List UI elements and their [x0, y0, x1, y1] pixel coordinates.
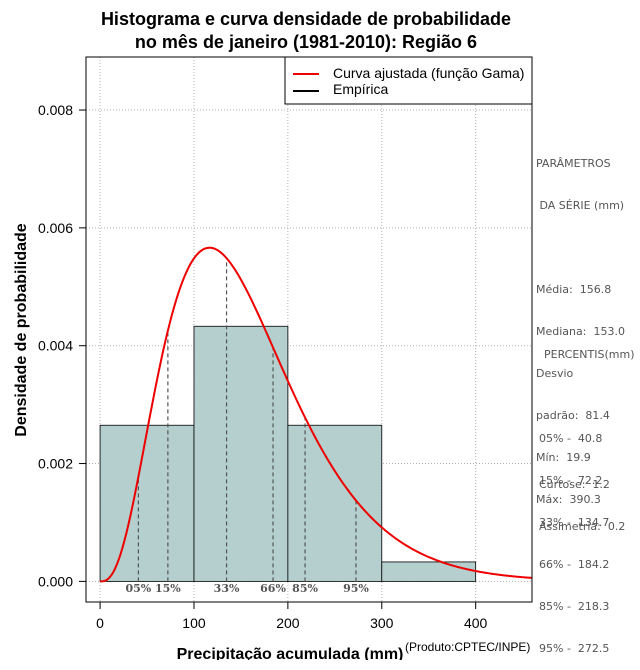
chart-title-line1: Histograma e curva densidade de probabil… [101, 9, 511, 29]
percentiles-panel: PERCENTIS(mm) 05% - 40.8 15% - 72.2 33% … [536, 320, 635, 670]
legend-label-empirical: Empírica [333, 81, 388, 97]
percentile-label-0: 05% [126, 582, 152, 595]
percentile-label-2: 33% [214, 582, 240, 595]
percentis-heading: PERCENTIS(mm) [544, 348, 635, 361]
product-credit: (Produto:CPTEC/INPE) [405, 640, 530, 654]
percentile-lines [137, 258, 357, 582]
param-max: Máx: 390.3 [536, 493, 601, 506]
histogram-bars [99, 325, 477, 582]
param-median: Mediana: 153.0 [536, 325, 625, 338]
percentile-label-4: 85% [292, 582, 318, 595]
x-tick-label-300: 300 [370, 615, 394, 631]
percentil-05: 05% - 40.8 [539, 432, 603, 445]
params-heading1: PARÂMETROS [536, 157, 611, 170]
param-std-label: Desvio [536, 367, 574, 380]
y-axis-label: Densidade de probabilidade [13, 223, 30, 436]
histogram-bar-1 [193, 325, 289, 582]
histogram-bar-3 [381, 561, 477, 582]
param-min: Mín: 19.9 [536, 451, 591, 464]
percentil-95: 95% - 272.5 [539, 642, 610, 655]
percentile-label-1: 15% [155, 582, 181, 595]
histogram-bar-2 [287, 424, 383, 582]
y-tick-label-1: 0.002 [38, 456, 73, 472]
histogram-bar-0 [99, 424, 195, 582]
percentile-label-3: 66% [260, 582, 286, 595]
x-tick-label-400: 400 [464, 615, 488, 631]
x-axis-label: Precipitação acumulada (mm) [177, 646, 404, 660]
percentile-label-5: 95% [343, 582, 369, 595]
legend-label-fit: Curva ajustada (função Gama) [333, 65, 524, 81]
stat-skewness: Assimetria: 0.2 [539, 520, 626, 533]
y-axis: 0.000 0.002 0.004 0.006 0.008 [38, 102, 86, 589]
shape-statistics: Curtose: 1.2 Assimetria: 0.2 [536, 450, 625, 548]
series-parameters: PARÂMETROS DA SÉRIE (mm) Média: 156.8 Me… [536, 129, 625, 521]
stat-kurtosis: Curtose: 1.2 [539, 478, 610, 491]
legend-box [284, 56, 533, 105]
params-heading2: DA SÉRIE (mm) [536, 199, 625, 212]
y-tick-label-4: 0.008 [38, 102, 73, 118]
x-tick-label-200: 200 [276, 615, 300, 631]
param-mean: Média: 156.8 [536, 283, 612, 296]
legend: Curva ajustada (função Gama) Empírica [284, 56, 533, 105]
percentil-33: 33% - 134.7 [539, 516, 610, 529]
y-tick-label-2: 0.004 [38, 338, 73, 354]
y-tick-label-0: 0.000 [38, 573, 73, 589]
x-tick-label-100: 100 [182, 615, 206, 631]
percentile-labels: 05% 15% 33% 66% 85% 95% [126, 582, 370, 595]
gamma-curve-layer [100, 246, 533, 583]
gamma-curve [100, 246, 533, 583]
percentil-85: 85% - 218.3 [539, 600, 610, 613]
x-axis: 0 100 200 300 400 [96, 602, 488, 631]
x-tick-label-0: 0 [96, 615, 104, 631]
percentil-15: 15% - 72.2 [539, 474, 603, 487]
chart-title-line2: no mês de janeiro (1981-2010): Região 6 [135, 32, 477, 52]
percentil-66: 66% - 184.2 [539, 558, 610, 571]
y-tick-label-3: 0.006 [38, 220, 73, 236]
param-std: padrão: 81.4 [536, 409, 610, 422]
